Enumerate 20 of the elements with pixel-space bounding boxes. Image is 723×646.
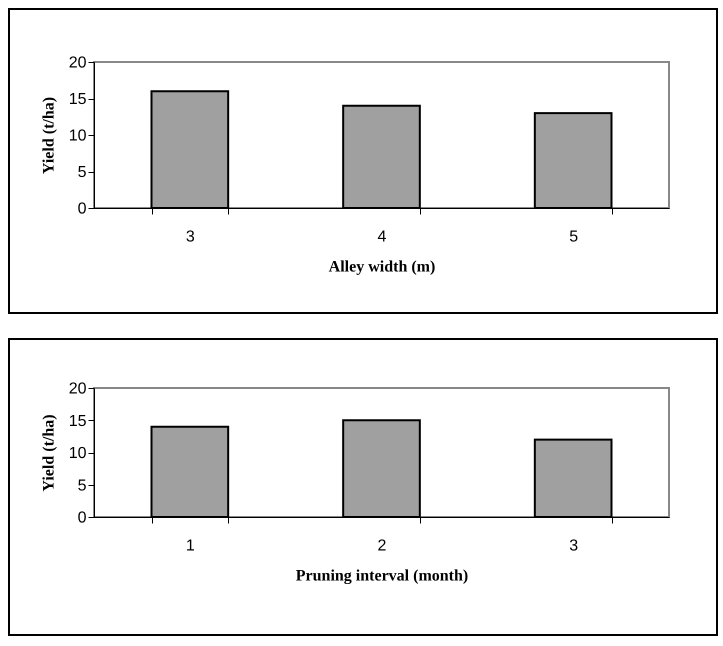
y-tick-label: 5 bbox=[78, 477, 87, 494]
y-axis-title: Yield (t/ha) bbox=[40, 96, 58, 174]
x-tick-label: 2 bbox=[378, 538, 387, 554]
x-tick-label: 3 bbox=[569, 538, 578, 554]
x-tick-label: 1 bbox=[186, 538, 195, 554]
y-tick-label: 0 bbox=[78, 510, 87, 526]
y-tick-label: 20 bbox=[68, 380, 87, 398]
y-tick-label: 10 bbox=[68, 445, 87, 462]
x-tick-label: 4 bbox=[378, 228, 387, 246]
y-tick-label: 0 bbox=[78, 200, 87, 218]
y-tick-label: 5 bbox=[78, 164, 87, 181]
y-tick-label: 20 bbox=[68, 54, 87, 72]
y-axis-title: Yield (t/ha) bbox=[40, 414, 58, 492]
y-tick-label: 10 bbox=[68, 128, 87, 144]
y-tick-label: 15 bbox=[68, 412, 87, 430]
x-tick-label: 5 bbox=[569, 228, 578, 246]
x-axis-title: Pruning interval (month) bbox=[296, 568, 468, 584]
x-tick-label: 3 bbox=[186, 228, 195, 246]
x-axis-title: Alley width (m) bbox=[328, 258, 436, 276]
y-tick-label: 15 bbox=[68, 91, 87, 108]
